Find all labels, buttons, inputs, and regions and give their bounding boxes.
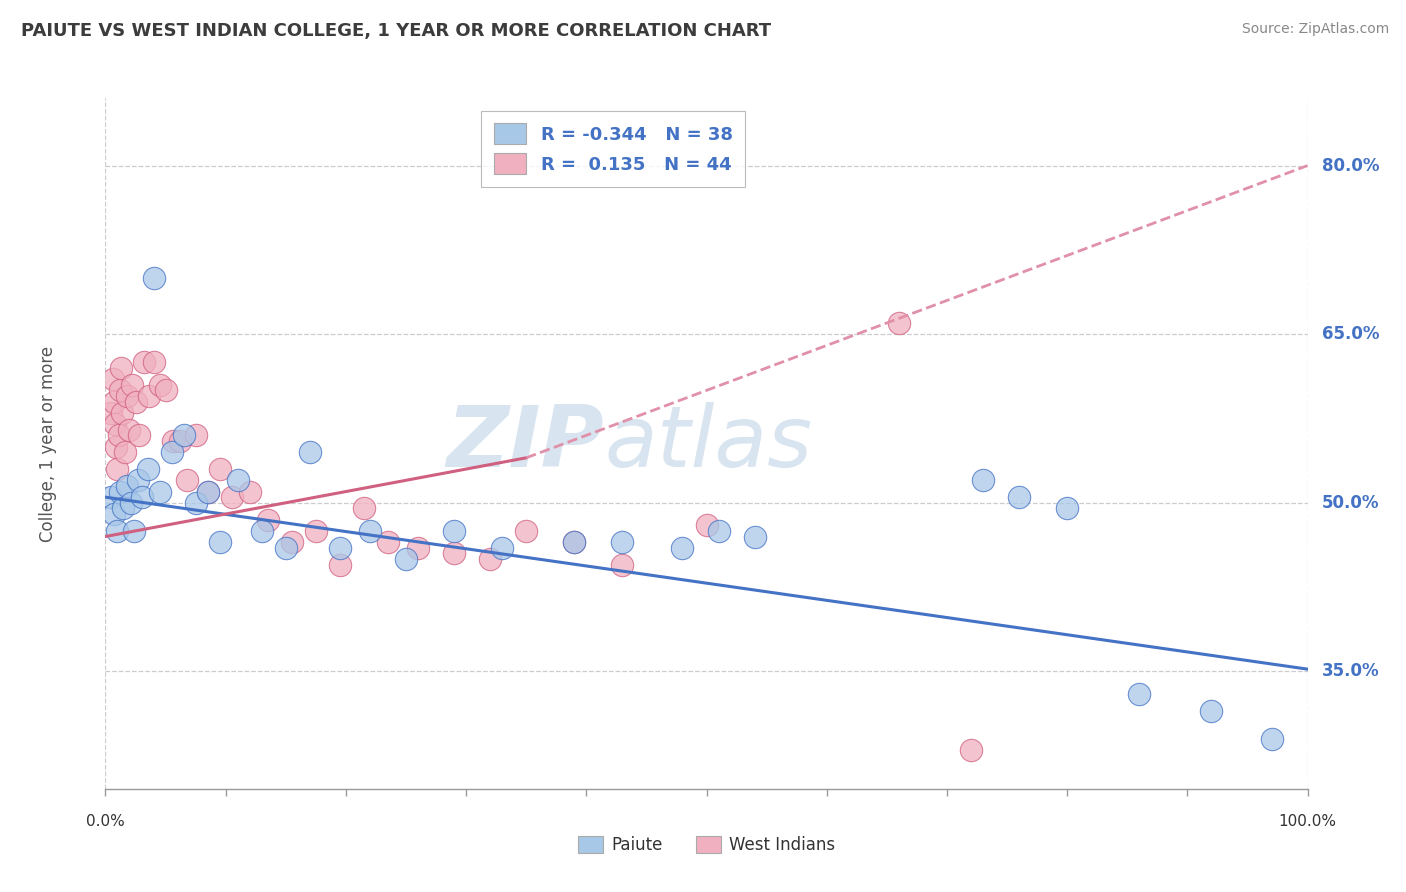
Point <box>169 434 191 448</box>
Point <box>226 473 249 487</box>
Point <box>184 496 207 510</box>
Point <box>515 524 537 538</box>
Point <box>479 552 502 566</box>
Text: 35.0%: 35.0% <box>1322 663 1379 681</box>
Point <box>197 484 219 499</box>
Point <box>329 558 352 572</box>
Point <box>104 417 127 431</box>
Point <box>136 462 159 476</box>
Point <box>208 462 231 476</box>
Text: 0.0%: 0.0% <box>86 814 125 830</box>
Point <box>208 535 231 549</box>
Point <box>111 406 134 420</box>
Point <box>115 389 138 403</box>
Point <box>108 384 131 398</box>
Point <box>184 428 207 442</box>
Point <box>612 558 634 572</box>
Point <box>562 535 585 549</box>
Text: 100.0%: 100.0% <box>1278 814 1337 830</box>
Point <box>162 434 184 448</box>
Point <box>107 428 129 442</box>
Point <box>103 507 125 521</box>
Point <box>329 541 352 555</box>
Point <box>612 535 634 549</box>
Point <box>1128 687 1150 701</box>
Point <box>173 428 195 442</box>
Point <box>108 484 131 499</box>
Point <box>127 473 149 487</box>
Point <box>305 524 328 538</box>
Text: College, 1 year or more: College, 1 year or more <box>39 346 56 541</box>
Point <box>107 524 129 538</box>
Point <box>148 377 170 392</box>
Point <box>395 552 418 566</box>
Point <box>148 484 170 499</box>
Legend: Paiute, West Indians: Paiute, West Indians <box>571 829 842 861</box>
Point <box>359 524 381 538</box>
Point <box>124 524 146 538</box>
Point <box>120 496 142 510</box>
Point <box>696 518 718 533</box>
Point <box>960 743 983 757</box>
Text: 65.0%: 65.0% <box>1322 326 1379 343</box>
Point <box>671 541 693 555</box>
Point <box>274 541 297 555</box>
Point <box>1201 704 1223 718</box>
Point <box>110 360 132 375</box>
Point <box>1056 501 1078 516</box>
Point <box>142 271 165 285</box>
Point <box>281 535 304 549</box>
Point <box>256 513 278 527</box>
Text: PAIUTE VS WEST INDIAN COLLEGE, 1 YEAR OR MORE CORRELATION CHART: PAIUTE VS WEST INDIAN COLLEGE, 1 YEAR OR… <box>21 22 772 40</box>
Point <box>972 473 994 487</box>
Text: ZIP: ZIP <box>447 402 605 485</box>
Point <box>887 316 910 330</box>
Point <box>115 479 138 493</box>
Point <box>105 440 128 454</box>
Point <box>103 394 125 409</box>
Text: 50.0%: 50.0% <box>1322 494 1379 512</box>
Point <box>1260 731 1282 746</box>
Point <box>131 490 153 504</box>
Point <box>132 355 155 369</box>
Point <box>562 535 585 549</box>
Point <box>100 406 122 420</box>
Point <box>176 473 198 487</box>
Point <box>239 484 262 499</box>
Point <box>197 484 219 499</box>
Text: Source: ZipAtlas.com: Source: ZipAtlas.com <box>1241 22 1389 37</box>
Point <box>491 541 513 555</box>
Point <box>250 524 273 538</box>
Point <box>377 535 399 549</box>
Point <box>124 394 146 409</box>
Point <box>112 501 135 516</box>
Point <box>160 445 183 459</box>
Point <box>114 445 136 459</box>
Point <box>406 541 429 555</box>
Point <box>101 372 124 386</box>
Text: atlas: atlas <box>605 402 813 485</box>
Point <box>707 524 730 538</box>
Point <box>107 462 129 476</box>
Point <box>221 490 243 504</box>
Point <box>128 428 150 442</box>
Point <box>298 445 321 459</box>
Point <box>353 501 375 516</box>
Point <box>100 490 122 504</box>
Point <box>121 377 143 392</box>
Point <box>155 384 177 398</box>
Text: 80.0%: 80.0% <box>1322 157 1379 175</box>
Point <box>443 524 465 538</box>
Point <box>443 546 465 560</box>
Point <box>744 529 766 543</box>
Point <box>142 355 165 369</box>
Point <box>138 389 160 403</box>
Point <box>118 423 141 437</box>
Point <box>1008 490 1031 504</box>
